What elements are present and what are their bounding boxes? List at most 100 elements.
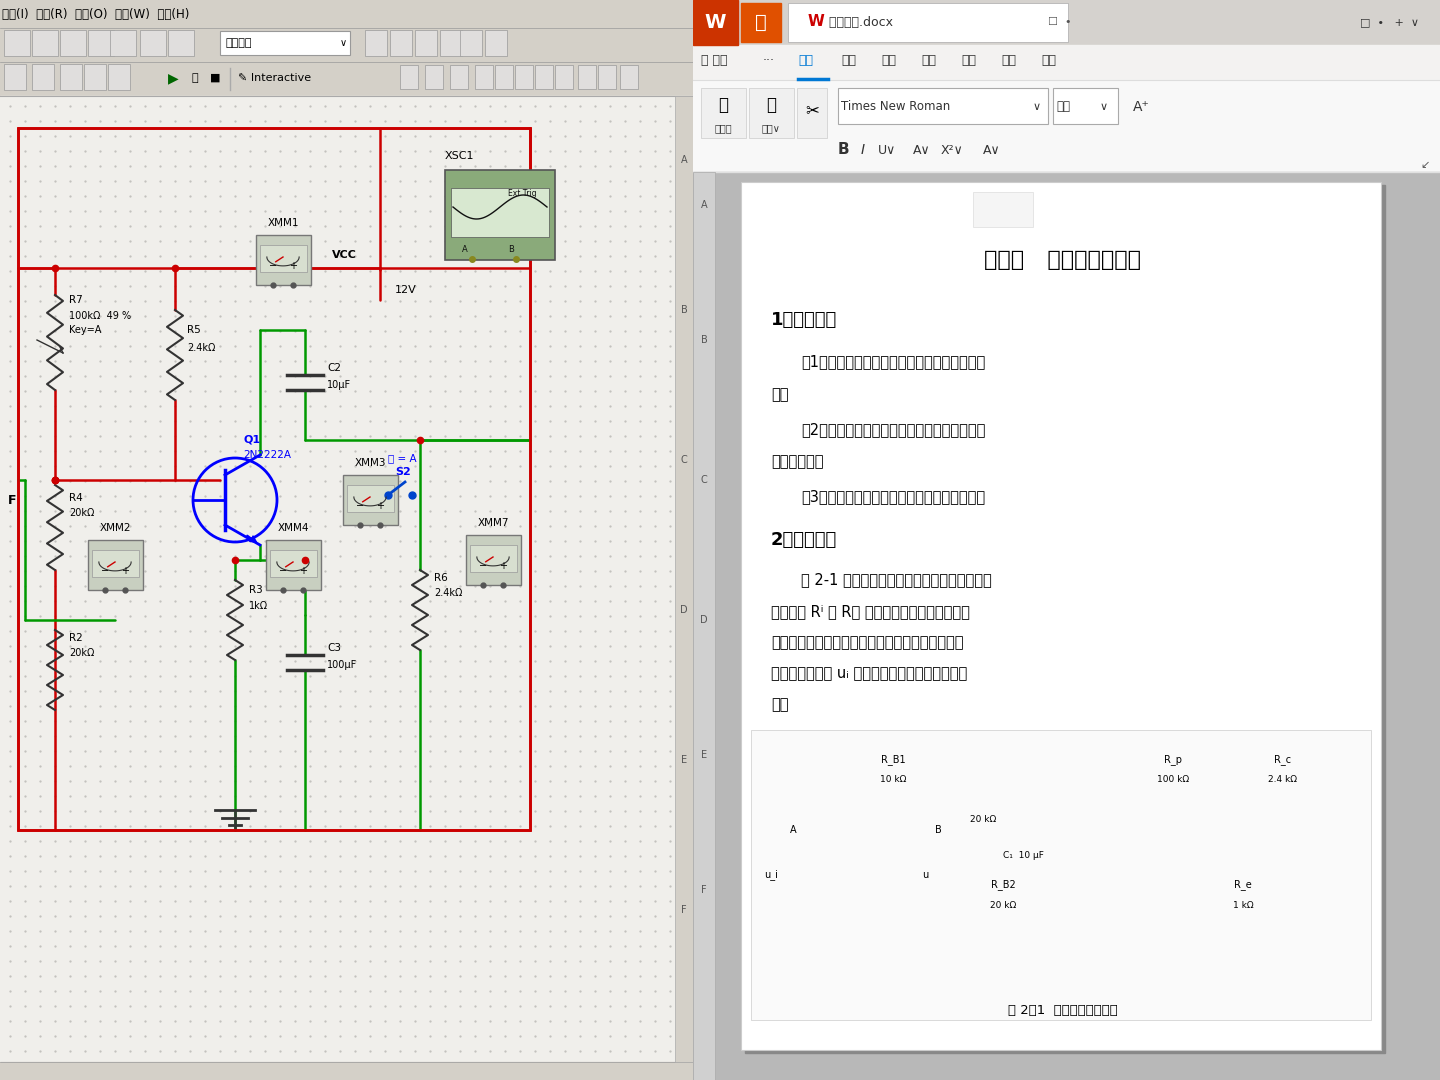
Text: Times New Roman: Times New Roman: [841, 100, 950, 113]
Bar: [60, 30, 86, 56]
Bar: [495, 65, 513, 89]
Text: C: C: [701, 475, 707, 485]
Text: 工具(I)  报告(R)  选项(O)  窗口(W)  帮助(H): 工具(I) 报告(R) 选项(O) 窗口(W) 帮助(H): [1, 8, 190, 21]
Bar: [400, 65, 418, 89]
Text: A: A: [462, 244, 468, 254]
Text: F: F: [9, 494, 16, 507]
Text: 🔥: 🔥: [755, 13, 768, 31]
Text: 20 kΩ: 20 kΩ: [989, 901, 1017, 909]
Text: 100μF: 100μF: [327, 660, 357, 670]
Bar: [415, 30, 436, 56]
Text: 的测试方法。: 的测试方法。: [770, 455, 824, 470]
Text: B: B: [838, 143, 850, 158]
Text: D: D: [700, 615, 708, 625]
Text: R3: R3: [249, 585, 262, 595]
Text: 2N2222A: 2N2222A: [243, 450, 291, 460]
Text: W: W: [808, 14, 825, 29]
Text: XMM4: XMM4: [278, 523, 308, 534]
Text: A⁺: A⁺: [1133, 100, 1149, 114]
Text: U∨: U∨: [878, 144, 896, 157]
Text: A∨: A∨: [984, 144, 1001, 157]
Text: 插入: 插入: [841, 54, 855, 67]
Text: E: E: [681, 755, 687, 765]
Text: （1）学会放大器静态工作点的调试方法，分析: （1）学会放大器静态工作点的调试方法，分析: [801, 354, 985, 369]
Text: 审阅: 审阅: [960, 54, 976, 67]
Bar: [0, 62, 693, 96]
Text: ↙: ↙: [1420, 160, 1430, 170]
Bar: [475, 65, 492, 89]
Text: 1kΩ: 1kΩ: [249, 600, 268, 611]
Bar: [693, 172, 716, 1080]
Bar: [742, 183, 1381, 1050]
Text: 响。: 响。: [770, 388, 789, 403]
Bar: [271, 550, 317, 577]
Bar: [449, 65, 468, 89]
Bar: [32, 64, 55, 90]
Text: C2: C2: [327, 363, 341, 373]
Bar: [752, 730, 1371, 1020]
Text: −: −: [269, 261, 276, 271]
Text: ▶: ▶: [168, 71, 179, 85]
Bar: [0, 28, 693, 62]
Text: +: +: [300, 566, 307, 576]
Bar: [973, 192, 1032, 227]
Text: F: F: [701, 885, 707, 895]
Bar: [4, 64, 26, 90]
Text: （2）掌握放大器电压放大倍数、输入电阻、输: （2）掌握放大器电压放大倍数、输入电阻、输: [801, 422, 985, 437]
Text: W: W: [704, 13, 726, 31]
Text: Q1: Q1: [243, 435, 261, 445]
Text: B: B: [508, 244, 514, 254]
Text: 三 文件: 三 文件: [701, 54, 727, 67]
Text: ⏸: ⏸: [192, 73, 199, 83]
Bar: [88, 540, 143, 590]
Bar: [0, 96, 693, 1062]
Text: ∨: ∨: [1100, 102, 1109, 112]
Text: R_B2: R_B2: [991, 879, 1015, 890]
Bar: [693, 80, 1440, 172]
Text: C3: C3: [327, 643, 341, 653]
Text: 100 kΩ: 100 kΩ: [1156, 775, 1189, 784]
Bar: [485, 30, 507, 56]
Bar: [693, 172, 1440, 1080]
Text: E: E: [701, 750, 707, 760]
Text: 叉验报告.docx: 叉验报告.docx: [825, 15, 893, 28]
Bar: [441, 30, 462, 56]
Bar: [598, 65, 616, 89]
Bar: [4, 30, 30, 56]
Text: 图 2-1 为电阻分压式工作点稳定的共射极单管: 图 2-1 为电阻分压式工作点稳定的共射极单管: [801, 572, 992, 588]
Text: B: B: [701, 335, 707, 345]
Bar: [256, 235, 311, 285]
Text: XMM3: XMM3: [354, 458, 386, 468]
Text: 开始: 开始: [798, 54, 814, 67]
Bar: [261, 245, 307, 272]
Text: XSC1: XSC1: [445, 151, 475, 161]
Text: Key=A: Key=A: [69, 325, 101, 335]
Text: □  •   +  ∨: □ • + ∨: [1359, 17, 1418, 27]
Text: +: +: [121, 566, 130, 576]
Bar: [838, 87, 1048, 124]
Text: 工具: 工具: [1041, 54, 1056, 67]
Bar: [60, 64, 82, 90]
Bar: [109, 30, 135, 56]
Text: 2、实验原理: 2、实验原理: [770, 531, 837, 549]
Text: A: A: [789, 825, 796, 835]
Text: 2.4kΩ: 2.4kΩ: [433, 588, 462, 598]
Text: 大、: 大、: [770, 698, 789, 713]
Bar: [788, 3, 1068, 42]
Text: 图 2－1  共射极单管放大器: 图 2－1 共射极单管放大器: [1008, 1003, 1117, 1016]
Text: R6: R6: [433, 573, 448, 583]
Text: 10μF: 10μF: [327, 380, 351, 390]
Text: 小四: 小四: [1056, 100, 1070, 113]
Text: ∨: ∨: [340, 38, 347, 48]
Bar: [536, 65, 553, 89]
Text: A∨: A∨: [913, 144, 930, 157]
Bar: [459, 30, 482, 56]
Bar: [451, 188, 549, 237]
Text: +: +: [376, 501, 384, 511]
Text: I: I: [861, 143, 865, 157]
Text: 100kΩ  49 %: 100kΩ 49 %: [69, 311, 131, 321]
Text: u: u: [922, 870, 929, 880]
Bar: [675, 96, 693, 1062]
Bar: [425, 65, 444, 89]
Bar: [445, 170, 554, 260]
